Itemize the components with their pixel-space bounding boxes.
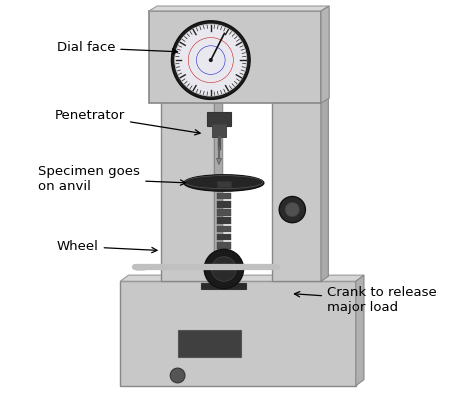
Circle shape (175, 24, 247, 96)
Text: Crank to release
major load: Crank to release major load (294, 286, 437, 314)
FancyBboxPatch shape (217, 201, 231, 208)
Circle shape (285, 202, 300, 217)
FancyBboxPatch shape (120, 281, 356, 386)
FancyBboxPatch shape (217, 181, 231, 187)
FancyBboxPatch shape (149, 11, 321, 103)
FancyBboxPatch shape (217, 185, 231, 191)
Ellipse shape (184, 175, 264, 191)
FancyBboxPatch shape (161, 58, 214, 281)
Circle shape (170, 368, 185, 383)
Text: Penetrator: Penetrator (55, 109, 200, 135)
Circle shape (172, 21, 250, 99)
FancyBboxPatch shape (217, 234, 231, 240)
Circle shape (279, 196, 305, 223)
Text: Dial face: Dial face (57, 41, 178, 54)
FancyBboxPatch shape (207, 112, 231, 126)
FancyBboxPatch shape (217, 217, 231, 224)
Circle shape (204, 249, 244, 289)
FancyBboxPatch shape (217, 259, 231, 265)
FancyBboxPatch shape (217, 250, 231, 257)
FancyBboxPatch shape (217, 209, 231, 216)
Circle shape (211, 257, 236, 281)
FancyBboxPatch shape (217, 226, 231, 232)
Polygon shape (120, 275, 364, 281)
FancyBboxPatch shape (217, 242, 231, 249)
Polygon shape (356, 275, 364, 386)
Polygon shape (321, 6, 329, 103)
Polygon shape (321, 96, 328, 281)
FancyBboxPatch shape (201, 282, 246, 289)
Text: Specimen goes
on anvil: Specimen goes on anvil (38, 165, 186, 193)
Polygon shape (217, 158, 221, 164)
FancyBboxPatch shape (178, 330, 241, 357)
Circle shape (209, 58, 213, 62)
FancyBboxPatch shape (217, 193, 231, 199)
Polygon shape (149, 6, 329, 11)
Text: Wheel: Wheel (57, 240, 157, 253)
FancyBboxPatch shape (211, 125, 227, 137)
FancyBboxPatch shape (272, 101, 321, 281)
Polygon shape (214, 52, 223, 281)
